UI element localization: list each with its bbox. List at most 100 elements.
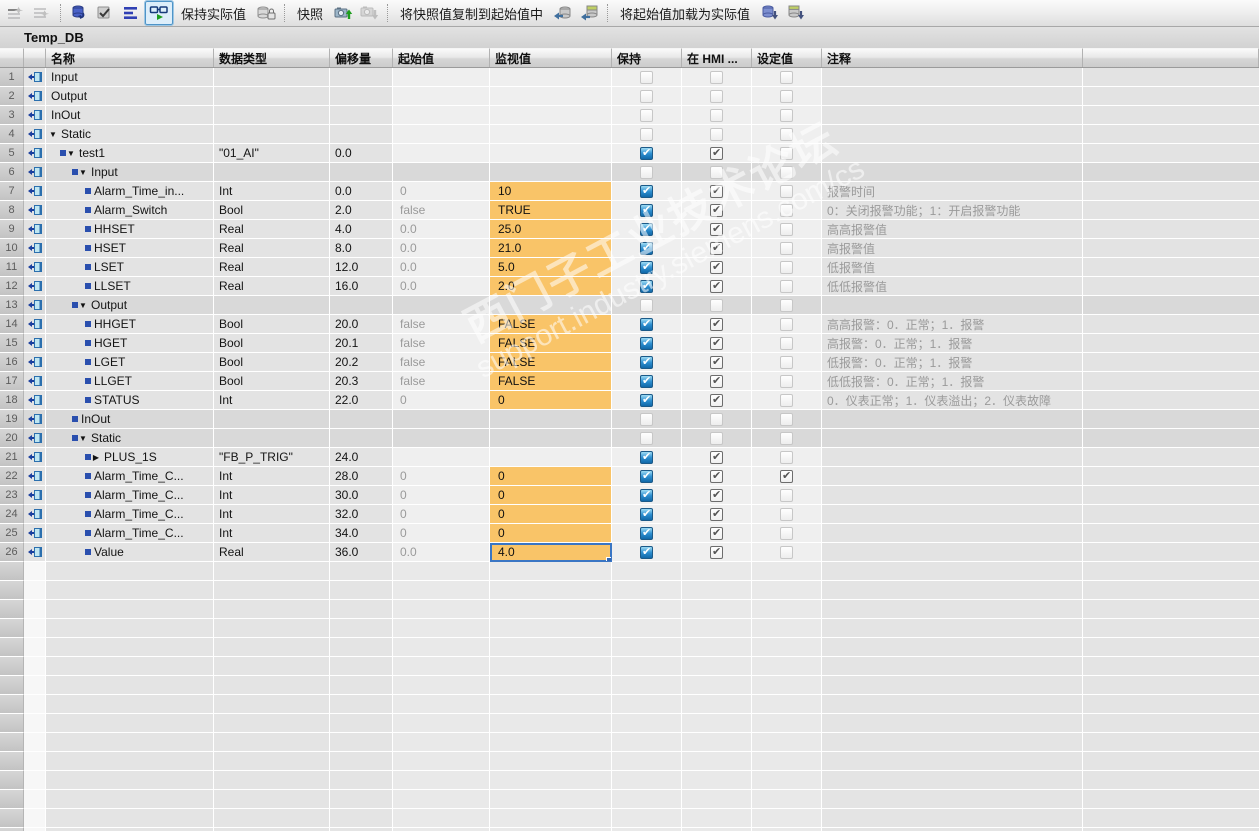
name-cell[interactable]: LGET <box>46 353 214 372</box>
checkbox-unchecked[interactable] <box>710 108 723 122</box>
startvalue-cell[interactable]: 0 <box>393 467 490 486</box>
name-cell[interactable]: LLGET <box>46 372 214 391</box>
monitorvalue-cell[interactable] <box>490 429 612 448</box>
monitorvalue-cell[interactable]: FALSE <box>490 334 612 353</box>
checkbox-retain-checked[interactable] <box>640 222 653 236</box>
row-number[interactable]: 6 <box>0 163 24 182</box>
checkbox-checked[interactable] <box>710 203 723 217</box>
checkbox-retain-checked[interactable] <box>640 374 653 388</box>
comment-cell[interactable]: 高报警：0．正常；1．报警 <box>822 334 1083 353</box>
monitorvalue-cell[interactable]: 0 <box>490 467 612 486</box>
checkbox-unchecked[interactable] <box>710 298 723 312</box>
offset-cell[interactable]: 20.1 <box>330 334 393 353</box>
checkbox-unchecked[interactable] <box>710 89 723 103</box>
datatype-cell[interactable]: Real <box>214 239 330 258</box>
load-start-all-icon[interactable] <box>784 2 808 24</box>
startvalue-cell[interactable] <box>393 163 490 182</box>
checkbox-unchecked[interactable] <box>780 355 793 369</box>
offset-cell[interactable] <box>330 87 393 106</box>
checkbox-retain-checked[interactable] <box>640 526 653 540</box>
startvalue-cell[interactable] <box>393 68 490 87</box>
checkbox-unchecked[interactable] <box>640 165 653 179</box>
offset-cell[interactable]: 30.0 <box>330 486 393 505</box>
comment-cell[interactable]: 高高报警：0．正常；1．报警 <box>822 315 1083 334</box>
monitorvalue-cell[interactable]: 2.0 <box>490 277 612 296</box>
checkbox-retain-checked[interactable] <box>640 203 653 217</box>
name-cell[interactable]: ▼ Static <box>46 429 214 448</box>
checkbox-unchecked[interactable] <box>780 279 793 293</box>
datatype-cell[interactable]: Real <box>214 543 330 562</box>
monitorvalue-cell[interactable]: 0 <box>490 391 612 410</box>
row-number[interactable]: 16 <box>0 353 24 372</box>
startvalue-cell[interactable]: 0 <box>393 486 490 505</box>
checkbox-unchecked[interactable] <box>780 545 793 559</box>
startvalue-cell[interactable]: 0.0 <box>393 220 490 239</box>
row-number[interactable]: 18 <box>0 391 24 410</box>
offset-cell[interactable] <box>330 296 393 315</box>
startvalue-cell[interactable] <box>393 87 490 106</box>
monitorvalue-cell[interactable]: 5.0 <box>490 258 612 277</box>
datatype-cell[interactable]: "01_AI" <box>214 144 330 163</box>
offset-cell[interactable]: 20.2 <box>330 353 393 372</box>
comment-cell[interactable]: 高报警值 <box>822 239 1083 258</box>
offset-cell[interactable]: 12.0 <box>330 258 393 277</box>
startvalue-cell[interactable] <box>393 429 490 448</box>
monitorvalue-cell[interactable] <box>490 296 612 315</box>
checkbox-unchecked[interactable] <box>780 488 793 502</box>
comment-cell[interactable] <box>822 410 1083 429</box>
startvalue-cell[interactable]: 0.0 <box>393 239 490 258</box>
checkbox-unchecked[interactable] <box>780 431 793 445</box>
offset-cell[interactable]: 20.3 <box>330 372 393 391</box>
checkbox-unchecked[interactable] <box>780 450 793 464</box>
datatype-cell[interactable]: Bool <box>214 201 330 220</box>
name-cell[interactable]: Alarm_Time_C... <box>46 467 214 486</box>
expand-arrow-icon[interactable]: ▼ <box>67 148 75 158</box>
offset-cell[interactable]: 28.0 <box>330 467 393 486</box>
comment-cell[interactable] <box>822 486 1083 505</box>
checkbox-unchecked[interactable] <box>710 412 723 426</box>
row-number[interactable]: 25 <box>0 524 24 543</box>
checkbox-checked[interactable] <box>710 355 723 369</box>
startvalue-cell[interactable] <box>393 448 490 467</box>
offset-cell[interactable]: 24.0 <box>330 448 393 467</box>
monitorvalue-cell[interactable]: 0 <box>490 524 612 543</box>
name-cell[interactable]: Alarm_Time_C... <box>46 486 214 505</box>
row-number[interactable]: 24 <box>0 505 24 524</box>
name-cell[interactable]: HHGET <box>46 315 214 334</box>
row-number[interactable]: 2 <box>0 87 24 106</box>
expand-arrow-icon[interactable]: ▼ <box>79 433 87 443</box>
db-retain-icon[interactable] <box>254 2 278 24</box>
row-number[interactable]: 19 <box>0 410 24 429</box>
checkbox-retain-checked[interactable] <box>640 507 653 521</box>
datatype-cell[interactable]: Bool <box>214 334 330 353</box>
comment-cell[interactable] <box>822 106 1083 125</box>
offset-cell[interactable]: 2.0 <box>330 201 393 220</box>
row-number[interactable]: 26 <box>0 543 24 562</box>
offset-cell[interactable]: 4.0 <box>330 220 393 239</box>
checkbox-retain-checked[interactable] <box>640 355 653 369</box>
monitorvalue-cell[interactable]: 21.0 <box>490 239 612 258</box>
row-number[interactable]: 12 <box>0 277 24 296</box>
startvalue-cell[interactable]: false <box>393 372 490 391</box>
offset-cell[interactable]: 36.0 <box>330 543 393 562</box>
monitorvalue-cell[interactable]: 10 <box>490 182 612 201</box>
comment-cell[interactable] <box>822 163 1083 182</box>
name-cell[interactable]: InOut <box>46 106 214 125</box>
checkbox-unchecked[interactable] <box>780 336 793 350</box>
collapse-arrow-icon[interactable]: ▶ <box>92 452 100 462</box>
checkbox-unchecked[interactable] <box>710 431 723 445</box>
checkbox-unchecked[interactable] <box>780 184 793 198</box>
datatype-cell[interactable] <box>214 429 330 448</box>
checkbox-unchecked[interactable] <box>710 127 723 141</box>
datatype-cell[interactable] <box>214 410 330 429</box>
checkbox-unchecked[interactable] <box>780 412 793 426</box>
checkbox-checked[interactable] <box>710 146 723 160</box>
datatype-cell[interactable]: Real <box>214 277 330 296</box>
monitorvalue-cell[interactable]: TRUE <box>490 201 612 220</box>
name-cell[interactable]: Alarm_Time_C... <box>46 505 214 524</box>
monitorvalue-cell[interactable]: FALSE <box>490 372 612 391</box>
comment-cell[interactable] <box>822 68 1083 87</box>
comment-cell[interactable]: 高高报警值 <box>822 220 1083 239</box>
comment-cell[interactable] <box>822 543 1083 562</box>
checkbox-unchecked[interactable] <box>780 222 793 236</box>
